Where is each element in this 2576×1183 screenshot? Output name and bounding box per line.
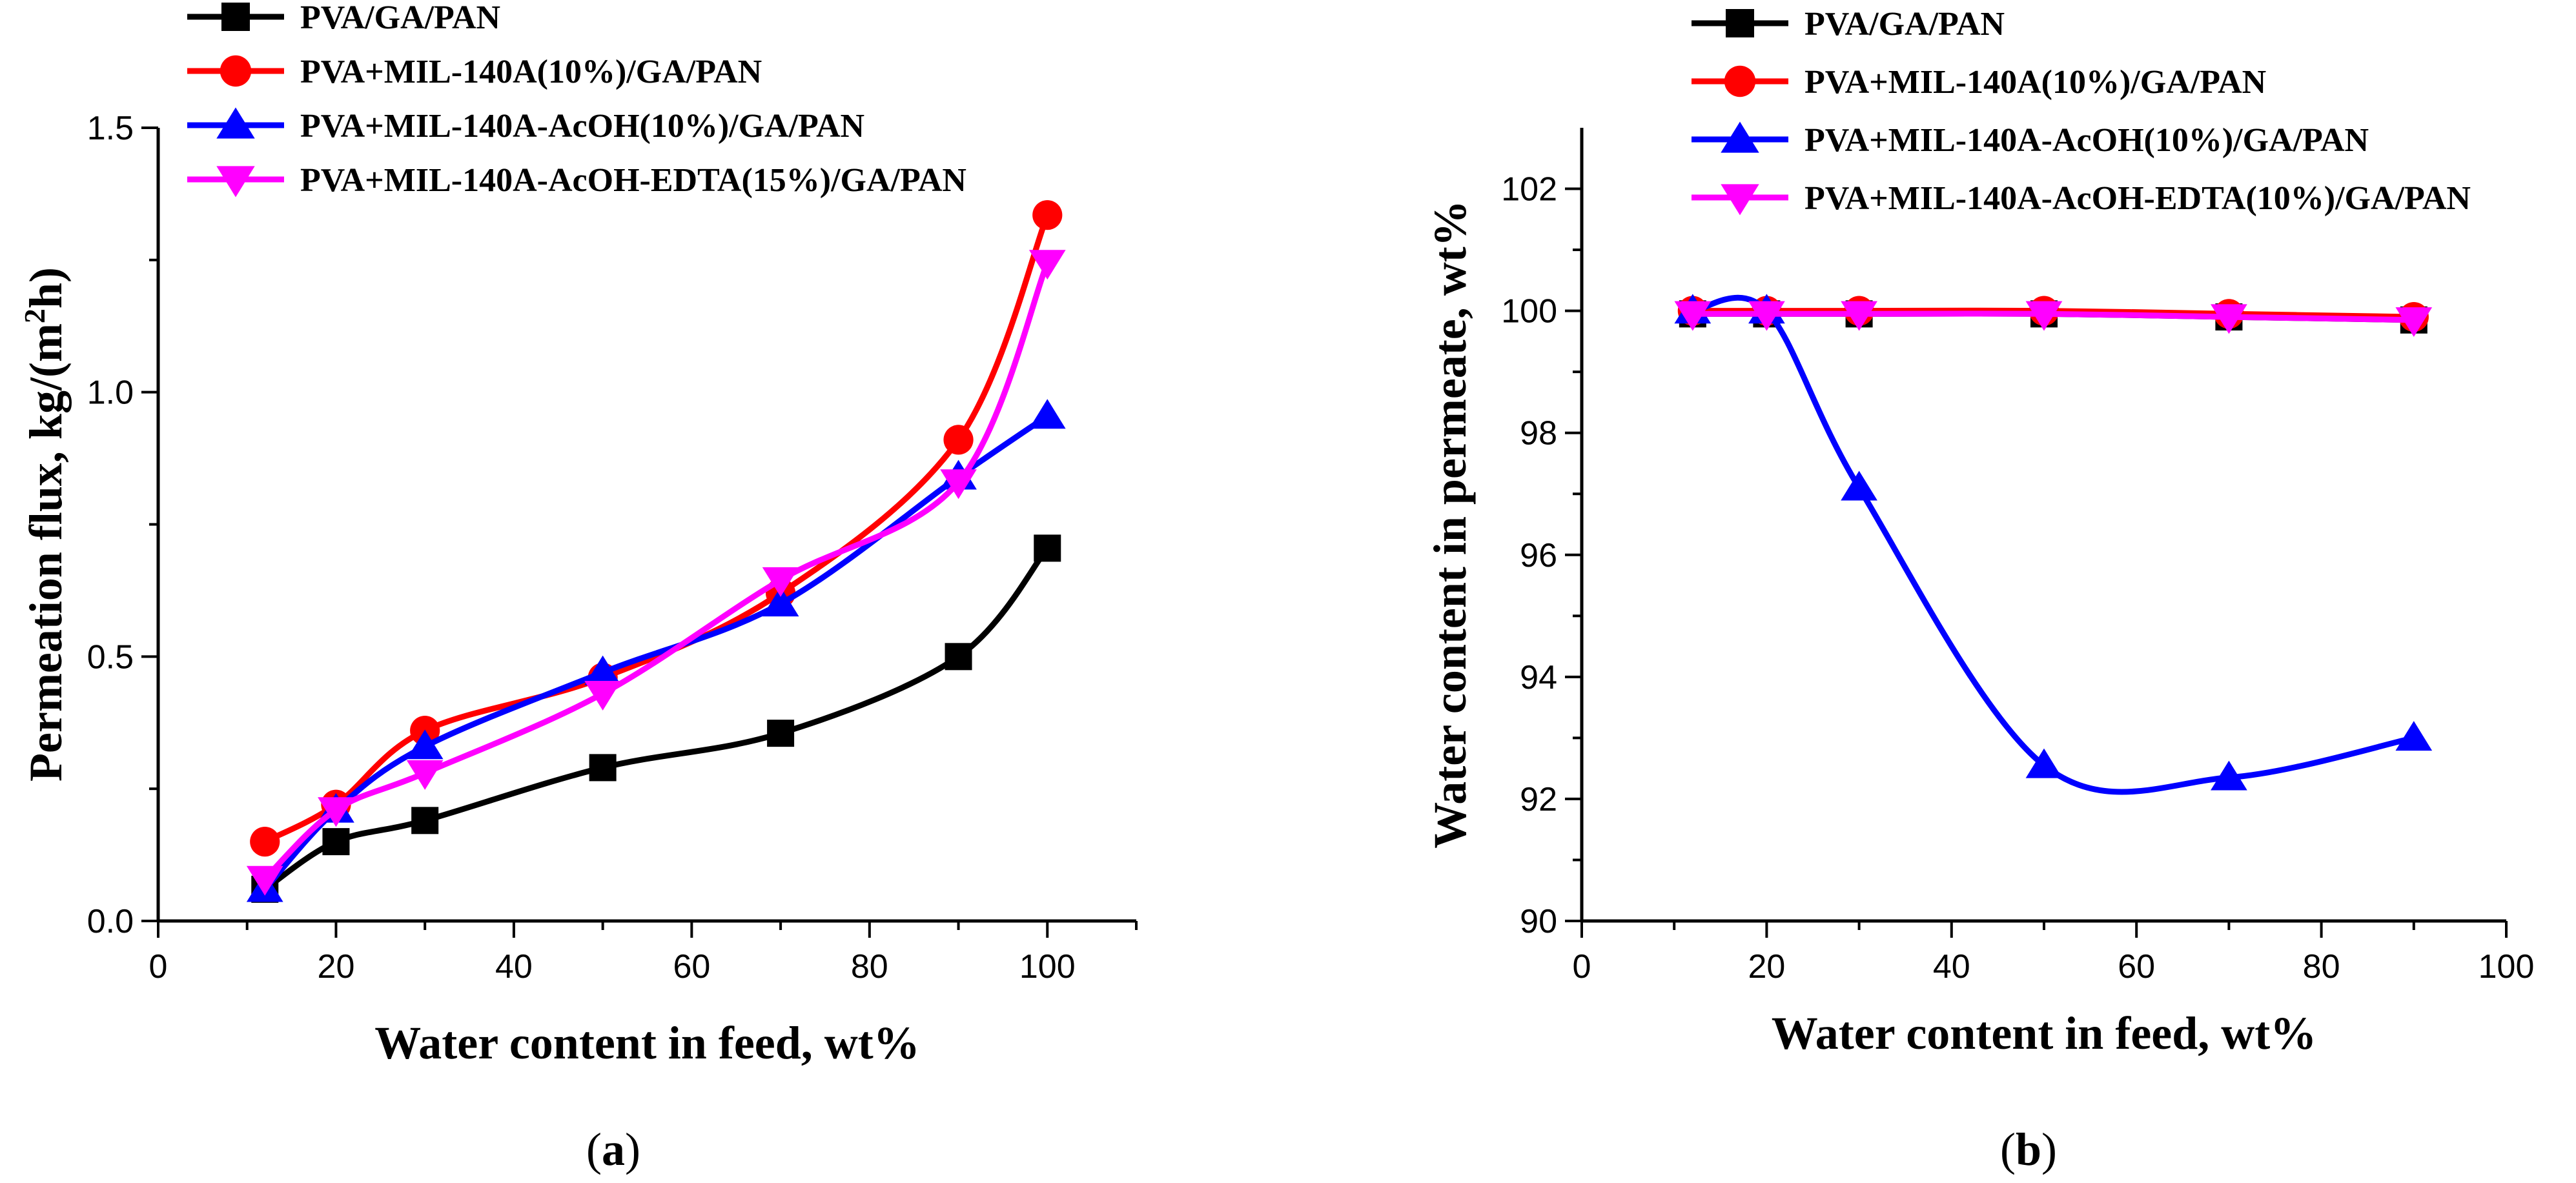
y-axis-title-superscript: 2 <box>18 308 51 323</box>
data-point <box>2211 760 2247 791</box>
data-point <box>411 807 439 834</box>
y-tick-label: 90 <box>1520 903 1557 940</box>
y-tick-label: 1.5 <box>87 110 134 147</box>
data-point <box>246 865 283 896</box>
y-tick-label: 94 <box>1520 659 1557 696</box>
legend-marker <box>220 55 252 87</box>
data-point <box>250 827 280 857</box>
series-line <box>261 413 1050 893</box>
series-square-group <box>251 534 1061 903</box>
x-axis-title: Water content in feed, wt% <box>374 1017 920 1069</box>
panel-caption: (a) <box>586 1124 640 1175</box>
legend-marker <box>1726 9 1754 37</box>
legend-label: PVA+MIL-140A-AcOH(10%)/GA/PAN <box>1804 122 2369 159</box>
data-point <box>945 643 972 671</box>
legend-label: PVA+MIL-140A-AcOH-EDTA(10%)/GA/PAN <box>1804 180 2471 217</box>
data-point <box>2395 307 2433 338</box>
series-triangle-up-group <box>246 399 1066 902</box>
x-tick-label: 20 <box>1748 948 1785 986</box>
x-tick-label: 0 <box>149 948 168 986</box>
legend-label: PVA+MIL-140A(10%)/GA/PAN <box>1804 64 2266 101</box>
data-point <box>2395 721 2433 751</box>
data-point <box>322 828 350 856</box>
legend-label: PVA+MIL-140A-AcOH(10%)/GA/PAN <box>300 108 864 145</box>
data-point <box>943 425 974 455</box>
y-tick-label: 0.5 <box>87 638 134 676</box>
series-triangle-down-group <box>246 250 1066 896</box>
x-axis-title: Water content in feed, wt% <box>1772 1007 2317 1059</box>
x-tick-label: 80 <box>851 948 888 986</box>
data-point <box>762 587 799 617</box>
data-point <box>1034 534 1061 562</box>
x-tick-label: 60 <box>2118 948 2155 986</box>
panel-caption: (b) <box>2000 1124 2057 1175</box>
data-point <box>584 655 621 685</box>
legend-marker <box>1721 184 1759 216</box>
y-axis-title-end: h) <box>20 267 72 308</box>
legend-label: PVA/GA/PAN <box>300 0 500 36</box>
x-tick-label: 0 <box>1573 948 1591 986</box>
x-tick-label: 60 <box>673 948 710 986</box>
data-point <box>1674 301 1712 331</box>
y-tick-label: 92 <box>1520 781 1557 818</box>
x-tick-label: 100 <box>1019 948 1076 986</box>
x-tick-label: 100 <box>2479 948 2535 986</box>
data-point <box>1028 250 1066 280</box>
caption-paren-open: ( <box>586 1124 602 1175</box>
caption-paren-close: ) <box>625 1124 640 1175</box>
data-point <box>1841 470 1877 501</box>
y-tick-label: 100 <box>1501 293 1557 330</box>
legend-label: PVA+MIL-140A-AcOH-EDTA(15%)/GA/PAN <box>300 162 966 199</box>
data-point <box>940 469 977 500</box>
legend-marker <box>1721 121 1759 153</box>
y-tick-label: 0.0 <box>87 903 134 940</box>
y-axis-title: Permeation flux, kg/(m2h) <box>18 267 72 782</box>
data-point <box>406 729 444 760</box>
x-tick-label: 40 <box>1933 948 1970 986</box>
caption-letter: a <box>602 1124 625 1175</box>
x-tick-label: 80 <box>2303 948 2340 986</box>
x-tick-label: 40 <box>495 948 533 986</box>
legend-label: PVA/GA/PAN <box>1804 6 2005 43</box>
series-triangle-down-group <box>1674 301 2433 338</box>
panel-a: 0 20 40 60 80 100 0.0 0.5 1.0 1.5 Water content in… <box>18 0 1138 1175</box>
data-point <box>589 754 617 782</box>
data-point <box>406 760 444 790</box>
y-tick-label: 96 <box>1520 537 1557 574</box>
data-point <box>2211 304 2247 334</box>
data-point <box>1748 301 1785 331</box>
data-point <box>2025 748 2063 778</box>
data-point <box>318 797 354 827</box>
data-point <box>1841 301 1877 331</box>
data-point <box>2025 301 2063 331</box>
data-point <box>584 680 621 711</box>
data-point <box>1032 200 1063 230</box>
caption-letter: b <box>2016 1124 2041 1175</box>
caption-paren-close: ) <box>2041 1124 2057 1175</box>
series-line <box>261 545 1050 893</box>
legend-marker <box>221 3 250 31</box>
x-tick-label: 20 <box>318 948 355 986</box>
legend-marker <box>216 107 255 139</box>
data-point <box>762 567 799 597</box>
data-point <box>767 720 795 747</box>
y-axis-title: Water content in permeate, wt% <box>1424 200 1476 848</box>
series-line <box>261 259 1050 882</box>
caption-paren-open: ( <box>2000 1124 2016 1175</box>
series-triangle-up-group <box>1674 294 2433 795</box>
y-tick-label: 98 <box>1520 415 1557 452</box>
y-tick-label: 1.0 <box>87 374 134 412</box>
y-tick-label: 102 <box>1501 171 1557 208</box>
legend-label: PVA+MIL-140A(10%)/GA/PAN <box>300 54 762 90</box>
series-line <box>1690 294 2417 795</box>
y-axis-title-main: Permeation flux, kg/(m <box>20 323 72 782</box>
panel-b: 0 20 40 60 80 100 90 92 94 96 98 100 102 Water conten… <box>1424 6 2534 1175</box>
series-line <box>261 212 1050 845</box>
legend-marker <box>216 166 255 197</box>
data-point <box>1028 399 1066 429</box>
legend-marker <box>1724 65 1756 97</box>
